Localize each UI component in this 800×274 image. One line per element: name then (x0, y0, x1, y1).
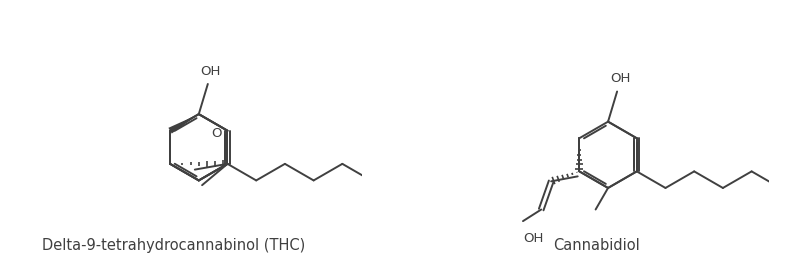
Polygon shape (169, 114, 198, 133)
Text: Delta-9-tetrahydrocannabinol (THC): Delta-9-tetrahydrocannabinol (THC) (42, 238, 305, 253)
Text: OH: OH (201, 65, 221, 78)
Text: OH: OH (610, 73, 630, 85)
Text: Cannabidiol: Cannabidiol (553, 238, 639, 253)
Text: OH: OH (523, 232, 543, 245)
Text: O: O (211, 127, 222, 140)
